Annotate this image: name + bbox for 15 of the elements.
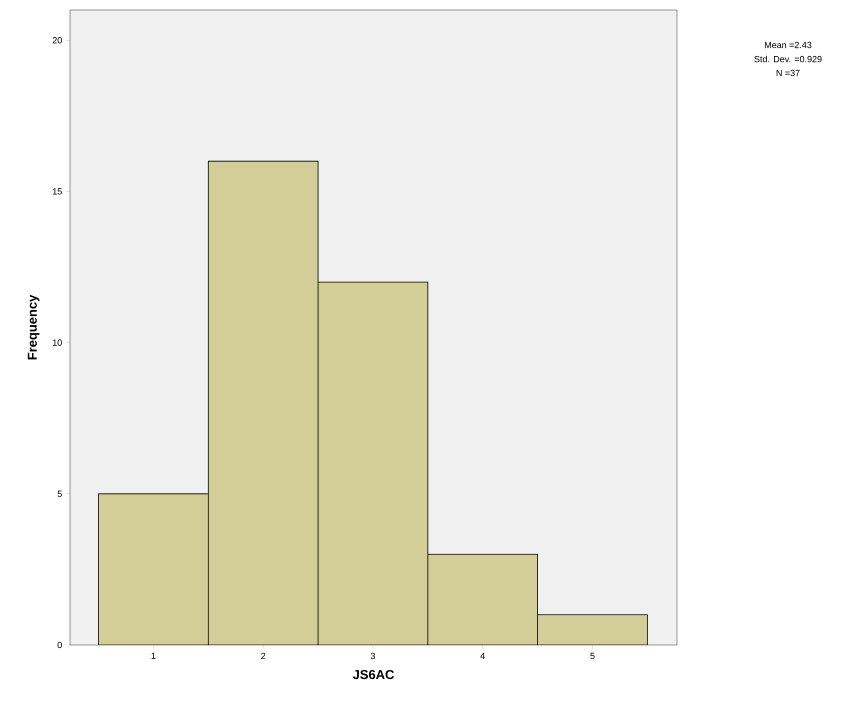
text: Std. Dev. =0.929 <box>754 56 822 62</box>
y-tick-label: 5 <box>58 490 62 497</box>
x-tick-label: 2 <box>261 652 266 660</box>
y-tick-label: 10 <box>52 339 62 346</box>
y-tick-label: 0 <box>58 642 62 648</box>
text: N =37 <box>776 70 800 76</box>
x-axis-title: JS6AC <box>352 670 394 680</box>
x-tick-label: 4 <box>480 652 485 659</box>
y-tick-label: 15 <box>52 188 62 195</box>
x-tick-label: 1 <box>152 652 156 659</box>
y-axis-title: Frequency <box>28 294 40 360</box>
x-tick-label: 5 <box>590 652 595 660</box>
text: Mean =2.43 <box>764 42 812 48</box>
y-tick-label: 20 <box>52 37 62 44</box>
x-tick-label: 3 <box>370 652 376 660</box>
